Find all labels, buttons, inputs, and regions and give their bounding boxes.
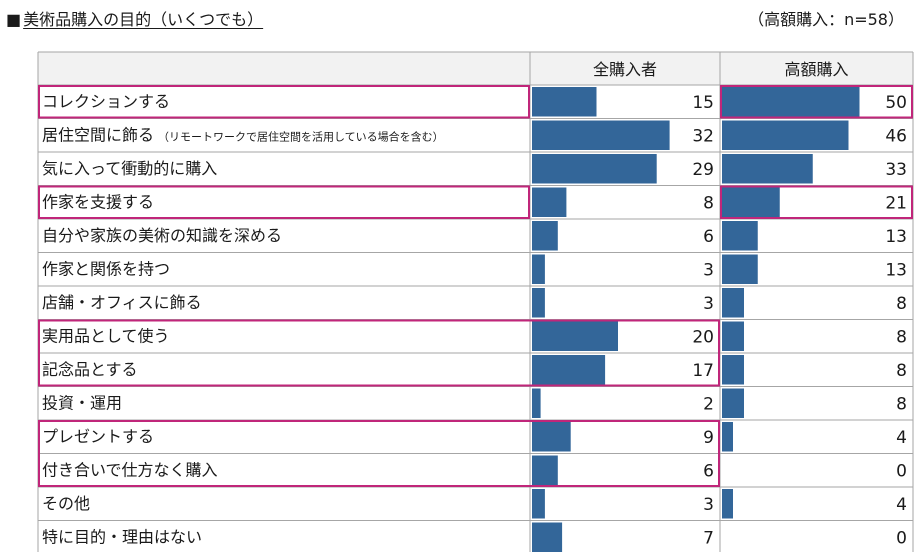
bar <box>532 187 567 217</box>
value-label: 8 <box>703 194 714 214</box>
row-label: 投資・運用 <box>42 394 122 413</box>
bar <box>532 254 545 284</box>
title-square-marker: ■ <box>6 10 22 29</box>
value-label: 29 <box>692 160 714 180</box>
highlight-box <box>720 185 913 219</box>
row-label-text: 付き合いで仕方なく購入 <box>42 461 218 480</box>
bar <box>722 321 744 351</box>
row-label-text: プレゼントする <box>42 427 154 446</box>
row-label-text: 特に目的・理由はない <box>42 528 202 547</box>
row-label-text: 実用品として使う <box>42 327 170 346</box>
highlight-box <box>38 185 530 219</box>
highlight-box <box>720 85 913 119</box>
highlight-box <box>38 85 530 119</box>
bar <box>532 422 571 452</box>
bar <box>532 355 606 385</box>
value-label: 8 <box>896 294 907 314</box>
bar <box>532 221 558 251</box>
value-label: 4 <box>896 495 907 515</box>
bar <box>532 522 563 552</box>
value-label: 13 <box>885 227 907 247</box>
bar <box>722 154 813 184</box>
row-sublabel: （リモートワークで居住空間を活用している場合を含む） <box>158 130 444 144</box>
row-label: 作家と関係を持つ <box>42 260 170 279</box>
bar <box>532 388 541 418</box>
bar <box>722 254 758 284</box>
bar <box>722 422 733 452</box>
value-label: 7 <box>703 529 714 549</box>
row-label-text: 気に入って衝動的に購入 <box>42 159 217 178</box>
bar <box>722 120 849 150</box>
row-label-text: 居住空間に飾る <box>42 126 154 145</box>
bar <box>722 87 860 117</box>
bar <box>722 187 780 217</box>
bar <box>532 321 618 351</box>
value-label: 15 <box>692 93 714 113</box>
value-label: 3 <box>703 294 714 314</box>
bar <box>532 455 558 485</box>
value-label: 46 <box>885 127 907 147</box>
row-label: 付き合いで仕方なく購入 <box>42 461 218 480</box>
value-label: 33 <box>885 160 907 180</box>
value-label: 8 <box>896 395 907 415</box>
bar <box>722 355 744 385</box>
value-label: 20 <box>692 328 714 348</box>
value-label: 4 <box>896 428 907 448</box>
row-label-text: その他 <box>42 494 90 513</box>
bar <box>722 221 758 251</box>
row-label: 気に入って衝動的に購入 <box>42 159 217 178</box>
row-label-text: 自分や家族の美術の知識を深める <box>42 226 282 245</box>
row-label: 実用品として使う <box>42 327 170 346</box>
row-label: 特に目的・理由はない <box>42 528 202 547</box>
value-label: 50 <box>885 93 907 113</box>
row-label: 作家を支援する <box>42 193 154 212</box>
column-header: 高額購入 <box>784 60 848 79</box>
row-label: 記念品とする <box>42 360 138 379</box>
row-label: プレゼントする <box>42 427 154 446</box>
row-label: その他 <box>42 494 90 513</box>
value-label: 9 <box>703 428 714 448</box>
bar <box>722 388 744 418</box>
value-label: 21 <box>885 194 907 214</box>
value-label: 6 <box>703 462 714 482</box>
value-label: 17 <box>692 361 714 381</box>
row-label-text: 記念品とする <box>42 360 138 379</box>
value-label: 6 <box>703 227 714 247</box>
bar <box>532 154 657 184</box>
title-text: 美術品購入の目的（いくつでも） <box>23 10 264 29</box>
value-label: 0 <box>896 462 907 482</box>
bar <box>532 120 670 150</box>
bar <box>532 87 597 117</box>
value-label: 2 <box>703 395 714 415</box>
highlight-box <box>38 319 720 387</box>
value-label: 32 <box>692 127 714 147</box>
row-label: コレクションする <box>42 92 170 111</box>
row-label-text: 作家を支援する <box>42 193 154 212</box>
bar <box>722 489 733 519</box>
value-label: 3 <box>703 495 714 515</box>
header-background <box>38 52 913 85</box>
highlight-box <box>38 420 720 487</box>
row-label-text: 店舗・オフィスに飾る <box>42 293 202 312</box>
row-label-text: コレクションする <box>42 92 170 111</box>
row-label: 店舗・オフィスに飾る <box>42 293 202 312</box>
value-label: 13 <box>885 261 907 281</box>
chart-title: ■ 美術品購入の目的（いくつでも） <box>6 6 263 30</box>
row-label: 自分や家族の美術の知識を深める <box>42 226 282 245</box>
column-header: 全購入者 <box>593 60 657 79</box>
row-label: 居住空間に飾る （リモートワークで居住空間を活用している場合を含む） <box>42 126 444 145</box>
row-label-text: 投資・運用 <box>42 394 122 413</box>
value-label: 0 <box>896 529 907 549</box>
bar <box>722 288 744 318</box>
value-label: 8 <box>896 361 907 381</box>
value-label: 3 <box>703 261 714 281</box>
value-label: 8 <box>896 328 907 348</box>
bar <box>532 288 545 318</box>
sample-size-note: （高額購入：n=58） <box>748 10 904 29</box>
bar <box>532 489 545 519</box>
row-label-text: 作家と関係を持つ <box>42 260 170 279</box>
